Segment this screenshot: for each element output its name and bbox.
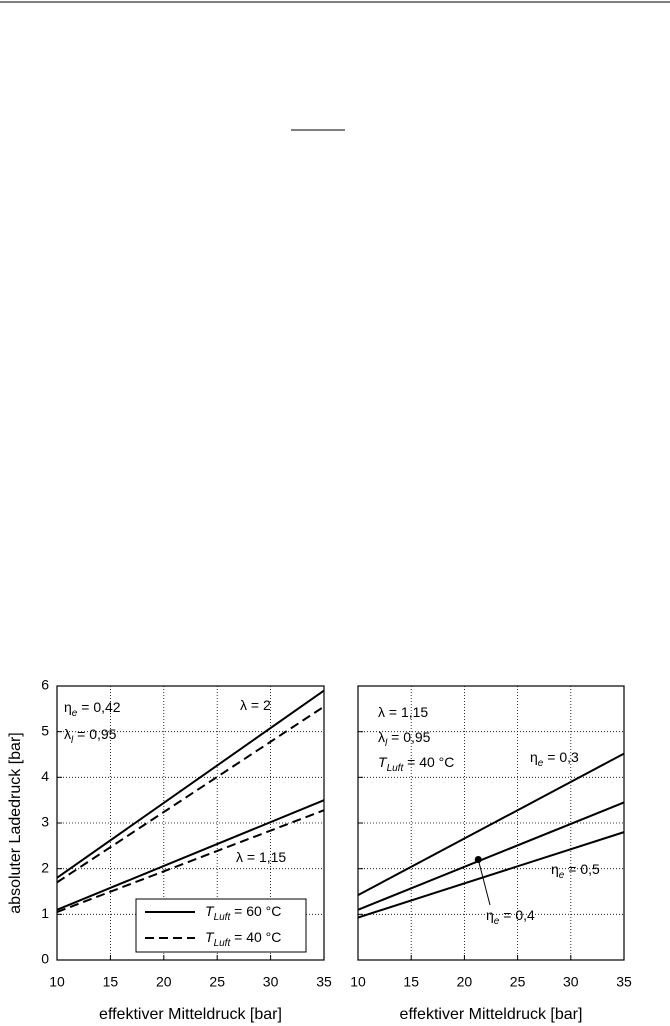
y-tick-label: 3: [41, 814, 49, 830]
legend-box: [135, 898, 307, 953]
text-part: e: [494, 916, 500, 927]
text-part: η: [530, 749, 538, 765]
text-part: = 0,95: [73, 726, 116, 742]
annotation: ηe = 0,4: [486, 907, 535, 927]
data-line: [56, 799, 325, 911]
annotation: λl = 0,95: [64, 726, 117, 746]
x-tick-label: 25: [209, 974, 225, 990]
annotation: λl = 0,95: [378, 729, 431, 749]
x-tick-label: 25: [510, 974, 526, 990]
text-part: e: [72, 708, 78, 719]
y-tick-label: 4: [41, 768, 49, 784]
legend-label: TLuft = 60 °C: [205, 903, 281, 923]
text-part: Luft: [387, 763, 405, 774]
text-part: Luft: [214, 938, 232, 949]
text-part: e: [559, 870, 565, 881]
leader-line: [477, 859, 491, 906]
data-line: [357, 831, 625, 919]
plot-frame: [56, 685, 325, 961]
x-tick-label: 10: [350, 974, 366, 990]
text-part: λ: [64, 726, 71, 742]
text-part: T: [378, 754, 388, 770]
plot-frame: [357, 685, 625, 961]
y-tick-label: 6: [41, 677, 49, 693]
text-part: = 0,95: [387, 729, 430, 745]
x-tick-label: 35: [316, 974, 332, 990]
text-part: λ = 1,15: [378, 704, 428, 720]
x-tick-label: 35: [616, 974, 632, 990]
text-part: η: [551, 861, 559, 877]
text-part: Luft: [214, 912, 232, 923]
text-part: l: [71, 735, 74, 746]
text-part: l: [385, 738, 388, 749]
text-part: = 0,3: [543, 749, 579, 765]
text-part: = 60 °C: [230, 903, 281, 919]
text-part: T: [205, 903, 215, 919]
x-tick-label: 20: [156, 974, 172, 990]
text-part: e: [538, 758, 544, 769]
x-axis-label: effektiver Mitteldruck [bar]: [400, 1006, 583, 1023]
annotation: λ = 1,15: [378, 704, 428, 720]
data-point: [474, 856, 482, 864]
data-line: [357, 801, 625, 911]
annotation: TLuft = 40 °C: [378, 754, 454, 774]
x-tick-label: 20: [457, 974, 473, 990]
text-part: λ = 1,15: [236, 849, 286, 865]
text-part: η: [64, 699, 72, 715]
y-axis-label: absoluter Ladedruck [bar]: [7, 732, 24, 913]
data-line: [56, 689, 325, 879]
data-line: [357, 752, 625, 897]
x-tick-label: 10: [49, 974, 65, 990]
text-part: η: [486, 907, 494, 923]
annotation: λ = 1,15: [236, 849, 286, 865]
text-part: = 40 °C: [403, 754, 454, 770]
data-line: [56, 809, 325, 913]
annotation: ηe = 0,5: [551, 861, 600, 881]
y-tick-label: 1: [41, 905, 49, 921]
y-tick-label: 5: [41, 722, 49, 738]
y-tick-label: 2: [41, 859, 49, 875]
text-part: = 0,5: [564, 861, 600, 877]
x-tick-label: 30: [263, 974, 279, 990]
text-part: = 0,42: [77, 699, 120, 715]
text-part: λ: [378, 729, 385, 745]
text-part: λ = 2: [240, 697, 271, 713]
annotation: ηe = 0,42: [64, 699, 121, 719]
text-part: = 40 °C: [230, 929, 281, 945]
text-part: = 0,4: [499, 907, 535, 923]
x-tick-label: 15: [103, 974, 119, 990]
y-tick-label: 0: [41, 951, 49, 967]
annotation: ηe = 0,3: [530, 749, 579, 769]
x-axis-label: effektiver Mitteldruck [bar]: [99, 1006, 282, 1023]
data-line: [56, 705, 325, 884]
legend-label: TLuft = 40 °C: [205, 929, 281, 949]
annotation: λ = 2: [240, 697, 271, 713]
x-tick-label: 30: [563, 974, 579, 990]
text-part: T: [205, 929, 215, 945]
x-tick-label: 15: [403, 974, 419, 990]
